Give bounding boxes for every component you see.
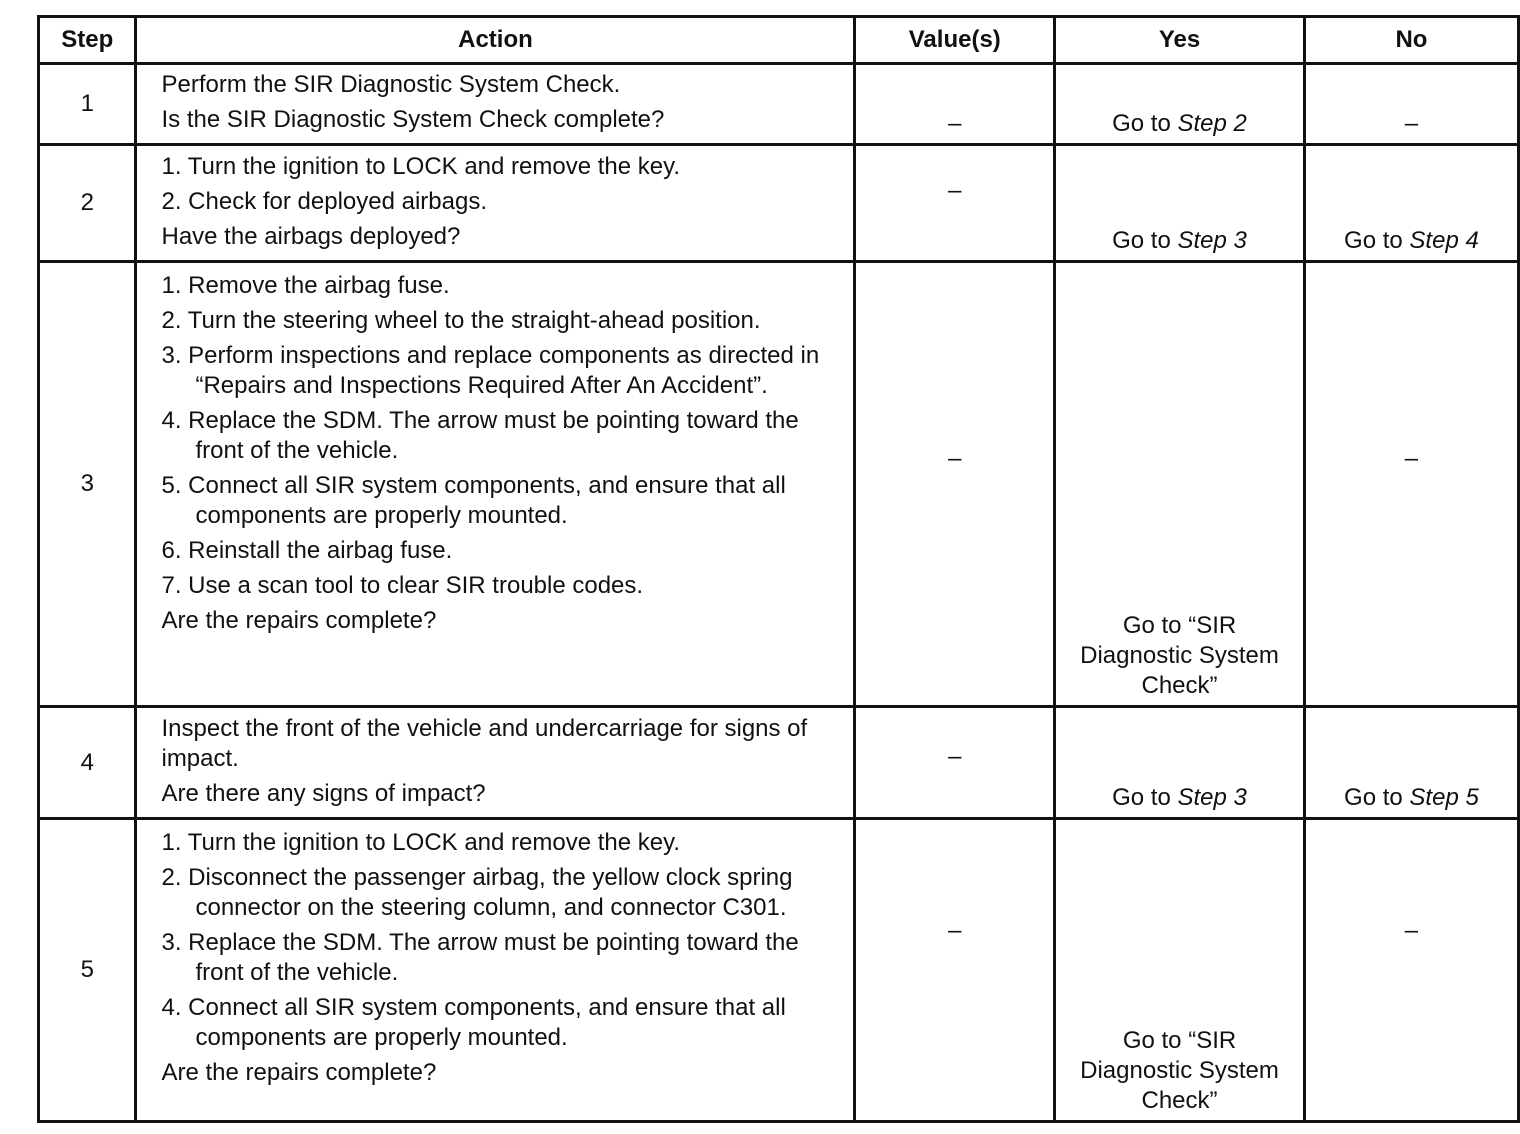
step-number: 2 [36, 143, 138, 263]
action-question: Are the repairs complete? [161, 1059, 437, 1086]
yes-cell: Go to Step 3 [1053, 143, 1306, 263]
yes-cell: Go to “SIR Diagnostic System Check” [1053, 260, 1306, 708]
step-number: 4 [36, 705, 138, 820]
diagnostic-table: Step Action Value(s) Yes No 1 Perform th… [36, 15, 1520, 1123]
yes-prefix: Go to [1112, 227, 1171, 254]
action-item: 1. Remove the airbag fuse. [161, 272, 450, 299]
yes-step-link: Step 2 [1177, 110, 1247, 137]
no-prefix: Go to [1344, 784, 1403, 811]
action-item: 4. Replace the SDM. The arrow must be po… [161, 407, 799, 464]
action-item: 3. Perform inspections and replace compo… [161, 342, 820, 399]
action-cell: Perform the SIR Diagnostic System Check.… [134, 62, 857, 146]
action-item: 3. Replace the SDM. The arrow must be po… [161, 929, 799, 986]
action-item: 2. Turn the steering wheel to the straig… [161, 307, 761, 334]
header-step: Step [36, 15, 138, 65]
action-cell: 1. Turn the ignition to LOCK and remove … [134, 817, 857, 1123]
yes-cell: Go to Step 3 [1053, 705, 1306, 820]
yes-cell: Go to “SIR Diagnostic System Check” [1053, 817, 1306, 1123]
no-cell: – [1302, 260, 1520, 708]
no-cell: Go to Step 5 [1302, 705, 1520, 820]
value-cell: – [853, 62, 1057, 146]
action-item: 4. Connect all SIR system components, an… [161, 994, 786, 1051]
no-step-link: Step 5 [1409, 784, 1479, 811]
header-values: Value(s) [853, 15, 1057, 65]
table-row: 3 1. Remove the airbag fuse. 2. Turn the… [36, 260, 1520, 708]
yes-step-link: Step 3 [1177, 227, 1247, 254]
action-item: 1. Turn the ignition to LOCK and remove … [161, 153, 680, 180]
no-cell: – [1302, 817, 1520, 1123]
step-number: 3 [36, 260, 138, 708]
action-item: 5. Connect all SIR system components, an… [161, 472, 786, 529]
no-step-link: Step 4 [1409, 227, 1479, 254]
value-cell: – [853, 143, 1057, 263]
action-item: 7. Use a scan tool to clear SIR trouble … [161, 572, 644, 599]
action-item: 1. Turn the ignition to LOCK and remove … [161, 829, 680, 856]
no-cell: Go to Step 4 [1302, 143, 1520, 263]
action-item: 6. Reinstall the airbag fuse. [161, 537, 453, 564]
value-cell: – [853, 260, 1057, 708]
action-cell: 1. Turn the ignition to LOCK and remove … [134, 143, 857, 263]
action-item: 2. Disconnect the passenger airbag, the … [161, 864, 793, 921]
yes-prefix: Go to [1112, 784, 1171, 811]
step-number: 5 [36, 817, 138, 1123]
value-cell: – [853, 817, 1057, 1123]
action-question: Have the airbags deployed? [161, 223, 461, 250]
action-text: Inspect the front of the vehicle and und… [161, 715, 808, 772]
table-row: 1 Perform the SIR Diagnostic System Chec… [36, 62, 1520, 146]
no-prefix: Go to [1344, 227, 1403, 254]
yes-cell: Go to Step 2 [1053, 62, 1306, 146]
table-row: 5 1. Turn the ignition to LOCK and remov… [36, 817, 1520, 1123]
action-question: Are the repairs complete? [161, 607, 437, 634]
value-cell: – [853, 705, 1057, 820]
no-cell: – [1302, 62, 1520, 146]
yes-prefix: Go to [1112, 110, 1171, 137]
step-number: 1 [36, 62, 138, 146]
header-no: No [1302, 15, 1520, 65]
action-item: 2. Check for deployed airbags. [161, 188, 488, 215]
yes-step-link: Step 3 [1177, 784, 1247, 811]
action-cell: Inspect the front of the vehicle and und… [134, 705, 857, 820]
action-text: Perform the SIR Diagnostic System Check. [161, 71, 621, 98]
table-row: 2 1. Turn the ignition to LOCK and remov… [36, 143, 1520, 263]
header-yes: Yes [1053, 15, 1306, 65]
header-action: Action [134, 15, 857, 65]
table-row: 4 Inspect the front of the vehicle and u… [36, 705, 1520, 820]
action-cell: 1. Remove the airbag fuse. 2. Turn the s… [134, 260, 857, 708]
action-question: Are there any signs of impact? [161, 780, 486, 807]
header-row: Step Action Value(s) Yes No [36, 15, 1520, 65]
action-question: Is the SIR Diagnostic System Check compl… [161, 106, 665, 133]
